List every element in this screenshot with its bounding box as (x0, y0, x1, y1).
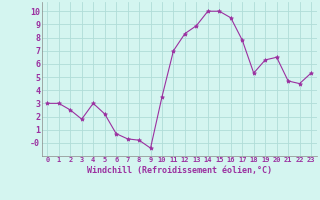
X-axis label: Windchill (Refroidissement éolien,°C): Windchill (Refroidissement éolien,°C) (87, 166, 272, 175)
